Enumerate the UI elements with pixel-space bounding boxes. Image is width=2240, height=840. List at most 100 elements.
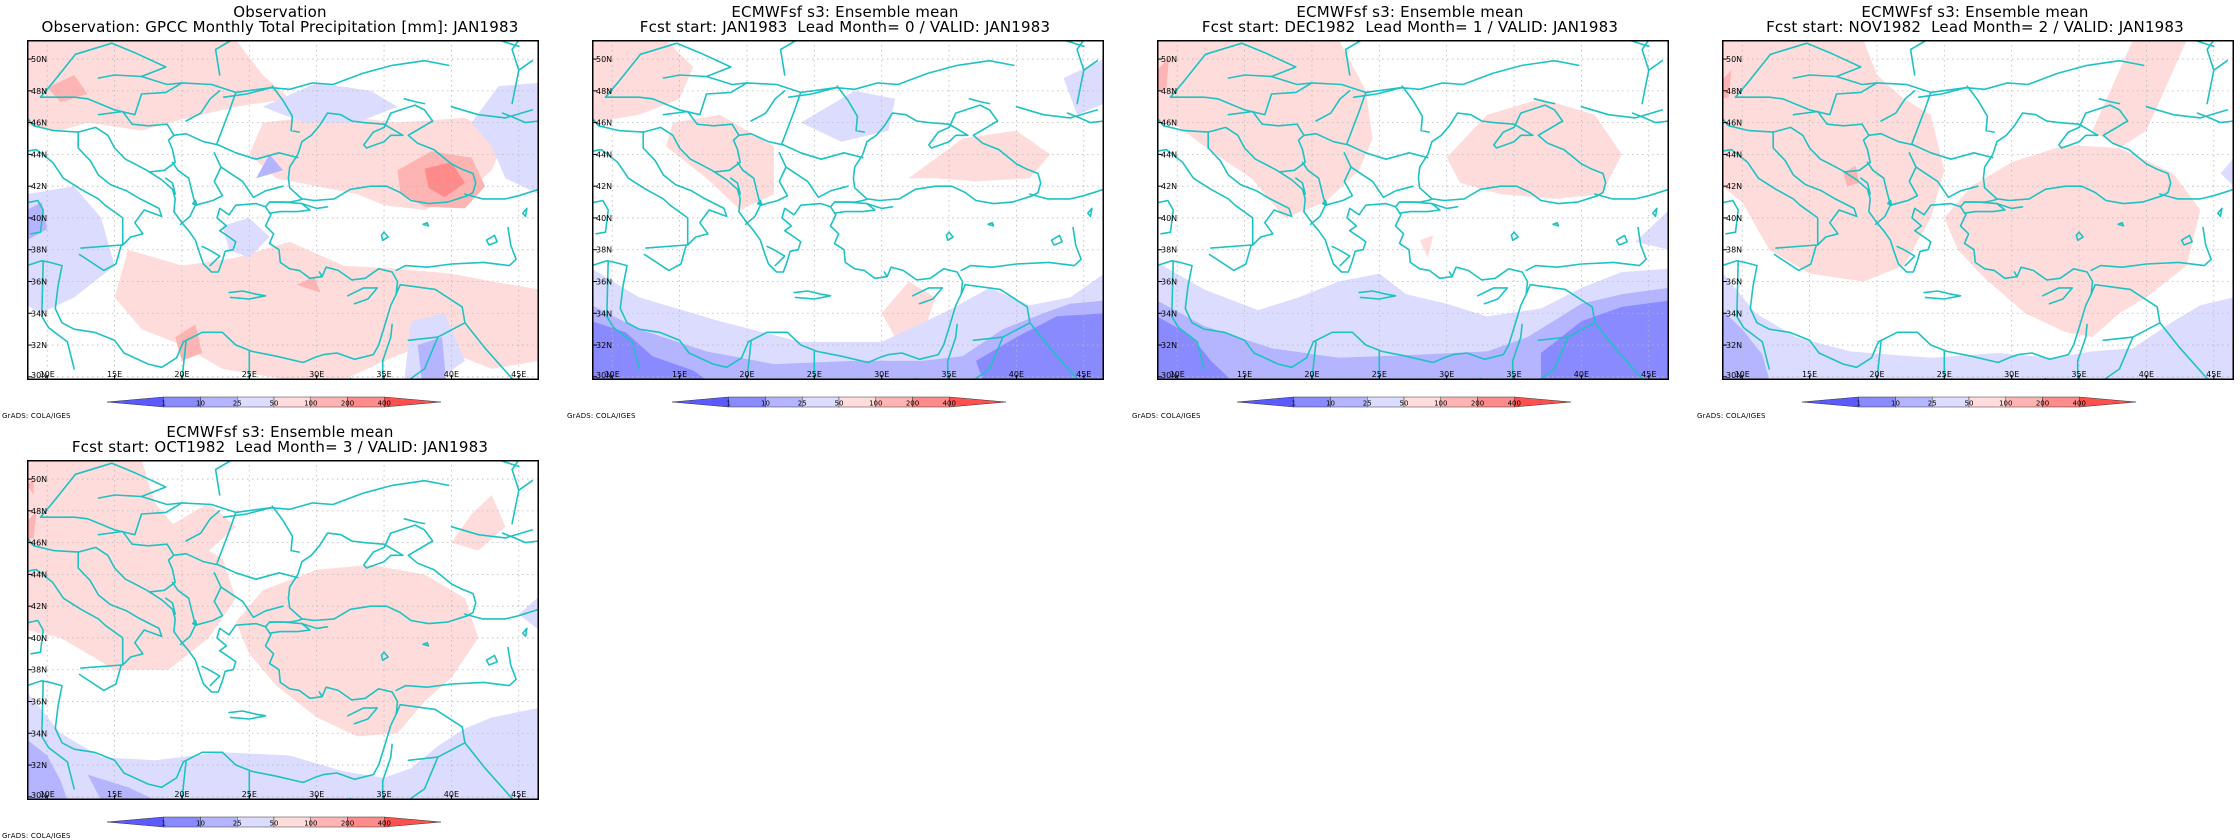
coastline xyxy=(604,53,642,99)
lat-label: 32N xyxy=(1726,341,1742,350)
lon-label: 45E xyxy=(2206,370,2221,379)
colorbar-arrow-low xyxy=(107,816,164,828)
panel-lead-2: ECMWFsf s3: Ensemble mean Fcst start: NO… xyxy=(1695,0,2240,420)
colorbar-swatch xyxy=(163,396,201,408)
coastline xyxy=(1896,245,1916,267)
panel-title: ECMWFsf s3: Ensemble mean xyxy=(1296,3,1524,21)
coastline xyxy=(1736,260,1771,370)
colorbar-swatch xyxy=(1330,396,1368,408)
coastline xyxy=(1344,40,1363,76)
coastline xyxy=(1511,323,1523,380)
lat-label: 48N xyxy=(31,507,47,516)
lon-label: 30E xyxy=(2004,370,2019,379)
lat-label: 44N xyxy=(1161,150,1177,159)
lat-label: 30N xyxy=(31,791,47,800)
coastline xyxy=(41,260,76,370)
coastline xyxy=(1772,131,1858,246)
lon-label: 25E xyxy=(242,790,257,799)
coastline xyxy=(27,206,399,369)
coastline xyxy=(1311,341,1317,380)
colorbar-swatch xyxy=(237,396,275,408)
coastline xyxy=(140,495,183,506)
coastline xyxy=(1204,42,1297,79)
lake-outline xyxy=(191,619,198,626)
coastline xyxy=(1157,117,1210,133)
coastline xyxy=(1915,166,1979,199)
panel-title: Observation xyxy=(233,3,327,21)
colorbar-label: 100 xyxy=(304,820,317,828)
coastline xyxy=(1309,204,1327,226)
coastlines xyxy=(27,460,539,800)
coastline xyxy=(2013,271,2018,278)
coastline xyxy=(346,707,379,725)
coastline xyxy=(730,177,741,195)
precip-anomaly-area xyxy=(592,40,694,123)
coastline xyxy=(604,59,1015,116)
shading-layer xyxy=(592,40,1104,380)
coastline xyxy=(140,75,183,86)
coastline xyxy=(74,462,167,499)
coastlines xyxy=(1157,40,1669,380)
colorbar-label: 400 xyxy=(378,400,391,408)
lat-label: 40N xyxy=(596,214,612,223)
coastline xyxy=(228,290,267,300)
coastline xyxy=(1631,112,1669,124)
coastline xyxy=(642,131,728,246)
grads-credit: GrADS: COLA/IGES xyxy=(567,412,636,420)
lat-label: 50N xyxy=(596,55,612,64)
precip-anomaly-area xyxy=(2220,157,2234,187)
coastline xyxy=(1909,40,1928,76)
coastline xyxy=(179,624,197,646)
lat-label: 30N xyxy=(31,371,47,380)
lon-label: 35E xyxy=(941,370,956,379)
lat-label: 32N xyxy=(596,341,612,350)
coastline xyxy=(271,505,301,553)
lon-label: 40E xyxy=(444,790,459,799)
coastline xyxy=(1874,204,1892,226)
grads-credit: GrADS: COLA/IGES xyxy=(2,832,71,840)
lat-label: 38N xyxy=(1726,246,1742,255)
coastline xyxy=(450,105,534,119)
coastline xyxy=(228,710,267,720)
lake-outline xyxy=(1321,199,1328,206)
colorbar-label: 200 xyxy=(341,400,354,408)
coastline xyxy=(1734,53,1772,99)
coastline xyxy=(1346,91,1367,145)
tick-marks xyxy=(592,58,1085,380)
lon-label: 40E xyxy=(2139,370,2154,379)
colorbar-label: 400 xyxy=(1508,400,1521,408)
lon-label: 20E xyxy=(1869,370,1884,379)
lon-label: 20E xyxy=(739,370,754,379)
coastline xyxy=(27,537,80,553)
lon-label: 25E xyxy=(807,370,822,379)
lat-label: 44N xyxy=(31,150,47,159)
colorbar-swatch xyxy=(1293,396,1331,408)
lake-outline xyxy=(1050,234,1064,246)
lon-label: 15E xyxy=(1802,370,1817,379)
coastline xyxy=(2098,97,2121,105)
coastline xyxy=(1835,75,1878,86)
coastline xyxy=(836,85,866,133)
coastline xyxy=(220,166,284,199)
coastline xyxy=(833,201,876,214)
coastline xyxy=(1295,177,1306,195)
precip-anomaly-area xyxy=(1204,67,1259,102)
lat-label: 32N xyxy=(1161,341,1177,350)
panel-subtitle: Fcst start: NOV1982 Lead Month= 2 / VALI… xyxy=(1766,18,2184,36)
lat-label: 38N xyxy=(31,246,47,255)
coastline xyxy=(268,201,311,214)
coastline xyxy=(403,517,426,525)
coastline xyxy=(346,287,379,305)
coastline xyxy=(464,741,515,800)
colorbar: 1 10 25 50 100 200 400 xyxy=(1802,396,2136,408)
coastline xyxy=(1208,244,1253,272)
colorbar-label: 50 xyxy=(835,400,844,408)
coastline xyxy=(216,511,237,565)
panel-title: ECMWFsf s3: Ensemble mean xyxy=(731,3,959,21)
colorbar-label: 50 xyxy=(270,400,279,408)
lat-label: 48N xyxy=(596,87,612,96)
panel-observation: Observation Observation: GPCC Monthly To… xyxy=(0,0,560,420)
lon-label: 20E xyxy=(174,790,189,799)
colorbar-label: 50 xyxy=(270,820,279,828)
